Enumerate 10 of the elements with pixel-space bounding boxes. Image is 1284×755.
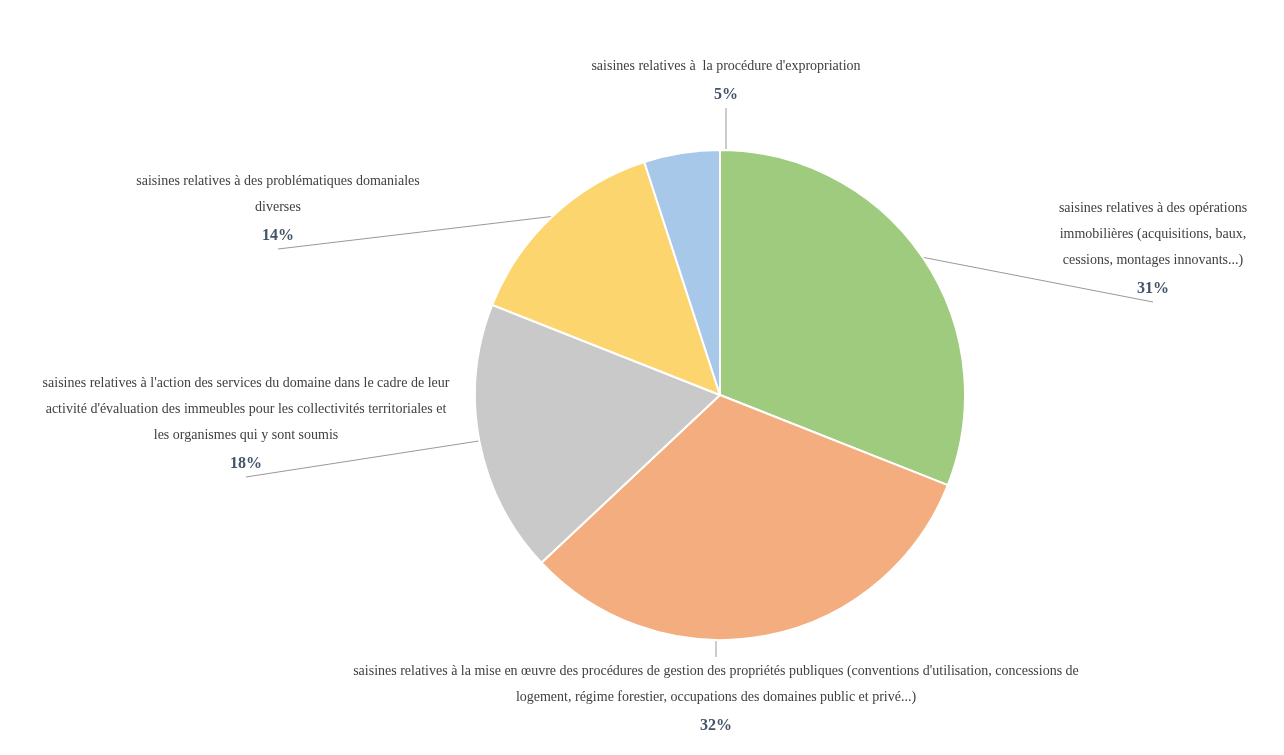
data-label: 31% xyxy=(1137,278,1169,296)
data-label: 32% xyxy=(700,715,732,733)
slice-label: saisines relatives à la procédure d'expropriation xyxy=(591,57,861,73)
slice-label: saisines relatives à des problématiques domaniales diverses xyxy=(136,172,420,214)
data-label: 18% xyxy=(230,453,262,471)
slice-label: saisines relatives à des opérations immobilières (acquisitions, baux, cessions, montages innovants...) xyxy=(1058,199,1248,268)
data-label: 14% xyxy=(262,225,294,243)
data-label: 5% xyxy=(714,84,738,102)
slice-label: saisines relatives à la mise en œuvre des procédures de gestion des propriétés publiques (conventions d'utilisation, concessions de logement, régime forestier, occupations des domaines public et privé...) xyxy=(353,662,1079,705)
slice-label: saisines relatives à l'action des services du domaine dans le cadre de leur activité d'évaluation des immeubles pour les collectivités territoriales et les organismes qui y sont soumis xyxy=(42,374,450,442)
